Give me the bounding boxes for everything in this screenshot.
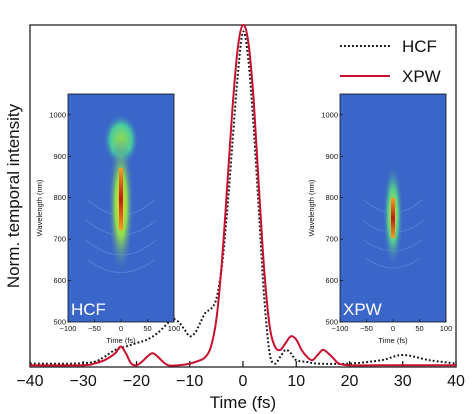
x-tick-label: 0 <box>239 373 248 390</box>
inset-x-tick-label: −100 <box>332 324 349 333</box>
inset-x-tick-label: 100 <box>168 324 181 333</box>
inset-y-tick-label: 800 <box>53 193 66 202</box>
x-tick-label: −20 <box>123 373 150 390</box>
inset-y-tick-label: 700 <box>53 235 66 244</box>
y-axis-label: Norm. temporal intensity <box>4 103 23 288</box>
inset-x-tick-label: 50 <box>143 324 151 333</box>
series-line-xpw <box>29 23 456 367</box>
inset-x-tick-label: 100 <box>440 324 453 333</box>
x-tick-label: 40 <box>447 373 465 390</box>
inset-hcf-xlabel: Time (fs) <box>106 336 136 345</box>
inset-hcf-axes: −100 −50 0 50 100 500 600 700 800 900 1000 <box>49 110 180 333</box>
inset-y-tick-label: 900 <box>325 152 338 161</box>
x-tick-label: −30 <box>70 373 97 390</box>
inset-x-tick-label: −100 <box>60 324 77 333</box>
inset-xpw-core <box>391 198 395 238</box>
x-tick-label: 10 <box>287 373 305 390</box>
inset-y-tick-label: 500 <box>53 318 66 327</box>
x-tick-label: −10 <box>176 373 203 390</box>
inset-xpw-ylabel: Wavelength (nm) <box>307 179 316 236</box>
x-axis-label: Time (fs) <box>210 393 276 412</box>
x-tick-label: 30 <box>394 373 412 390</box>
inset-x-tick-label: 0 <box>119 324 123 333</box>
inset-y-tick-label: 600 <box>325 276 338 285</box>
inset-x-tick-label: −50 <box>88 324 101 333</box>
legend-label-hcf: HCF <box>402 37 437 56</box>
inset-xpw-axes: −100 −50 0 50 100 500 600 700 800 900 1000 <box>321 110 452 333</box>
x-axis: −40 −30 −20 −10 0 10 20 30 40 <box>16 361 465 390</box>
inset-hcf: HCF −100 −50 0 50 100 500 600 700 800 900 1000 Tim… <box>35 93 180 345</box>
inset-x-tick-label: −50 <box>360 324 373 333</box>
x-tick-label: 20 <box>341 373 359 390</box>
inset-y-tick-label: 1000 <box>49 110 66 119</box>
inset-x-tick-label: 50 <box>415 324 423 333</box>
inset-xpw-xlabel: Time (fs) <box>378 336 408 345</box>
inset-y-tick-label: 500 <box>325 318 338 327</box>
inset-hcf-ylabel: Wavelength (nm) <box>35 179 44 236</box>
inset-y-tick-label: 900 <box>53 152 66 161</box>
inset-xpw-label: XPW <box>343 300 382 319</box>
inset-xpw: XPW −100 −50 0 50 100 500 600 700 800 900 1000 Tim… <box>307 93 452 345</box>
inset-y-tick-label: 600 <box>53 276 66 285</box>
inset-y-tick-label: 1000 <box>321 110 338 119</box>
legend-label-xpw: XPW <box>402 67 441 86</box>
legend: HCF XPW <box>340 37 441 86</box>
x-tick-label: −40 <box>16 373 43 390</box>
inset-y-tick-label: 800 <box>325 193 338 202</box>
inset-y-tick-label: 700 <box>325 235 338 244</box>
inset-hcf-core <box>119 168 123 230</box>
inset-hcf-label: HCF <box>71 300 106 319</box>
inset-x-tick-label: 0 <box>391 324 395 333</box>
series-line-hcf <box>29 30 457 365</box>
